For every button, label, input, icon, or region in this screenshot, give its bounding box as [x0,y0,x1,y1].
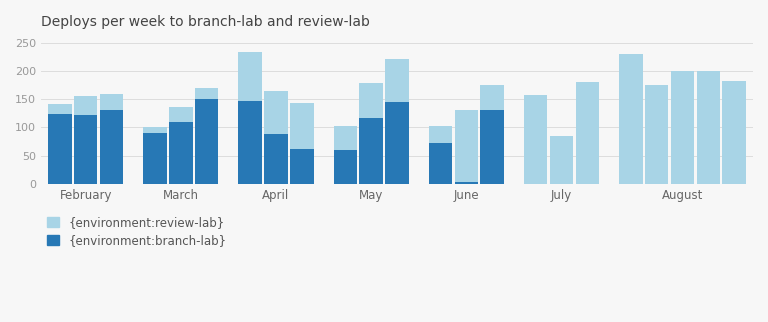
Bar [645,85,668,184]
Bar [143,128,167,184]
Bar [238,101,262,184]
Bar [670,71,694,184]
Bar [169,122,193,184]
Bar [333,150,357,184]
Text: Deploys per week to branch-lab and review-lab: Deploys per week to branch-lab and revie… [41,15,370,29]
Bar [524,95,548,184]
Bar [264,134,288,184]
Bar [74,115,98,184]
Bar [386,59,409,184]
Bar [333,126,357,184]
Bar [143,133,167,184]
Bar [238,52,262,184]
Bar [264,91,288,184]
Bar [429,126,452,184]
Bar [455,110,478,184]
Bar [386,102,409,184]
Bar [48,114,71,184]
Bar [169,107,193,184]
Bar [723,80,746,184]
Bar [359,118,383,184]
Bar [481,110,504,184]
Bar [195,99,218,184]
Bar [290,149,313,184]
Bar [481,85,504,184]
Bar [429,143,452,184]
Legend: {environment:review-lab}, {environment:branch-lab}: {environment:review-lab}, {environment:b… [47,216,227,247]
Bar [550,136,573,184]
Bar [697,71,720,184]
Bar [74,96,98,184]
Bar [575,82,599,184]
Bar [195,88,218,184]
Bar [455,182,478,184]
Bar [100,94,123,184]
Bar [48,104,71,184]
Bar [619,54,643,184]
Bar [290,103,313,184]
Bar [359,83,383,184]
Bar [100,110,123,184]
